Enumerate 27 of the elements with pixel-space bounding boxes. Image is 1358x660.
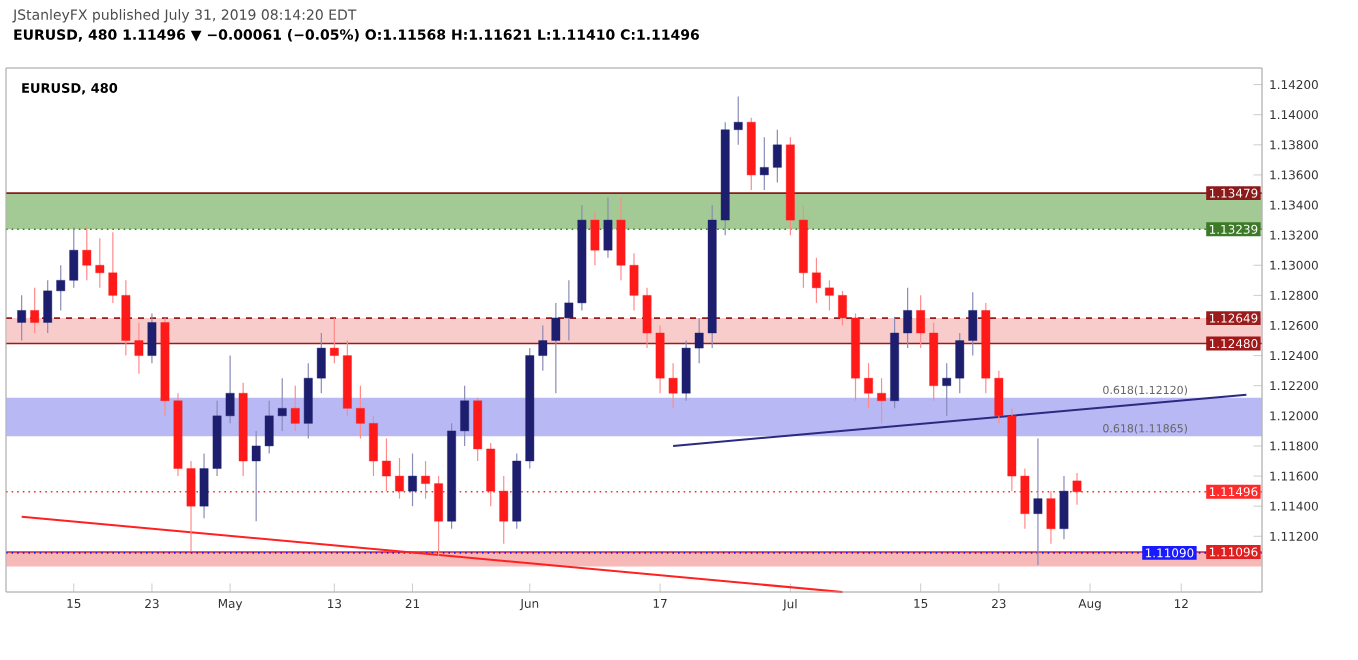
- candlestick: [1046, 490, 1056, 545]
- candlestick: [421, 460, 430, 500]
- candlestick: [1059, 475, 1069, 540]
- candlestick: [1033, 437, 1043, 566]
- candlestick: [903, 287, 912, 349]
- candlestick: [369, 415, 378, 477]
- candlestick: [147, 312, 157, 364]
- candlestick: [460, 385, 469, 447]
- candlestick: [825, 279, 834, 312]
- candlestick: [30, 287, 40, 334]
- candlestick: [408, 452, 417, 507]
- candlestick: [759, 136, 769, 191]
- candlestick: [916, 294, 926, 349]
- candlestick: [603, 196, 613, 259]
- candlestick: [812, 257, 821, 304]
- candlestick: [395, 457, 404, 500]
- candlestick: [772, 129, 782, 184]
- candlestick: [290, 385, 300, 432]
- candlestick: [382, 437, 391, 492]
- candlestick: [864, 362, 873, 409]
- candlestick: [877, 377, 886, 424]
- candlestick: [838, 290, 847, 327]
- candlestick: [17, 294, 27, 342]
- candlestick: [590, 211, 600, 266]
- candlestick: [356, 385, 365, 440]
- candlestick: [1072, 472, 1082, 506]
- candlestick: [329, 317, 339, 364]
